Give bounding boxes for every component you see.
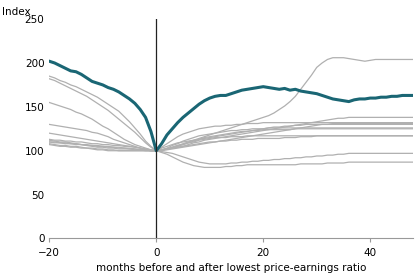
- Text: Index: Index: [2, 7, 31, 17]
- X-axis label: months before and after lowest price-earnings ratio: months before and after lowest price-ear…: [96, 263, 366, 273]
